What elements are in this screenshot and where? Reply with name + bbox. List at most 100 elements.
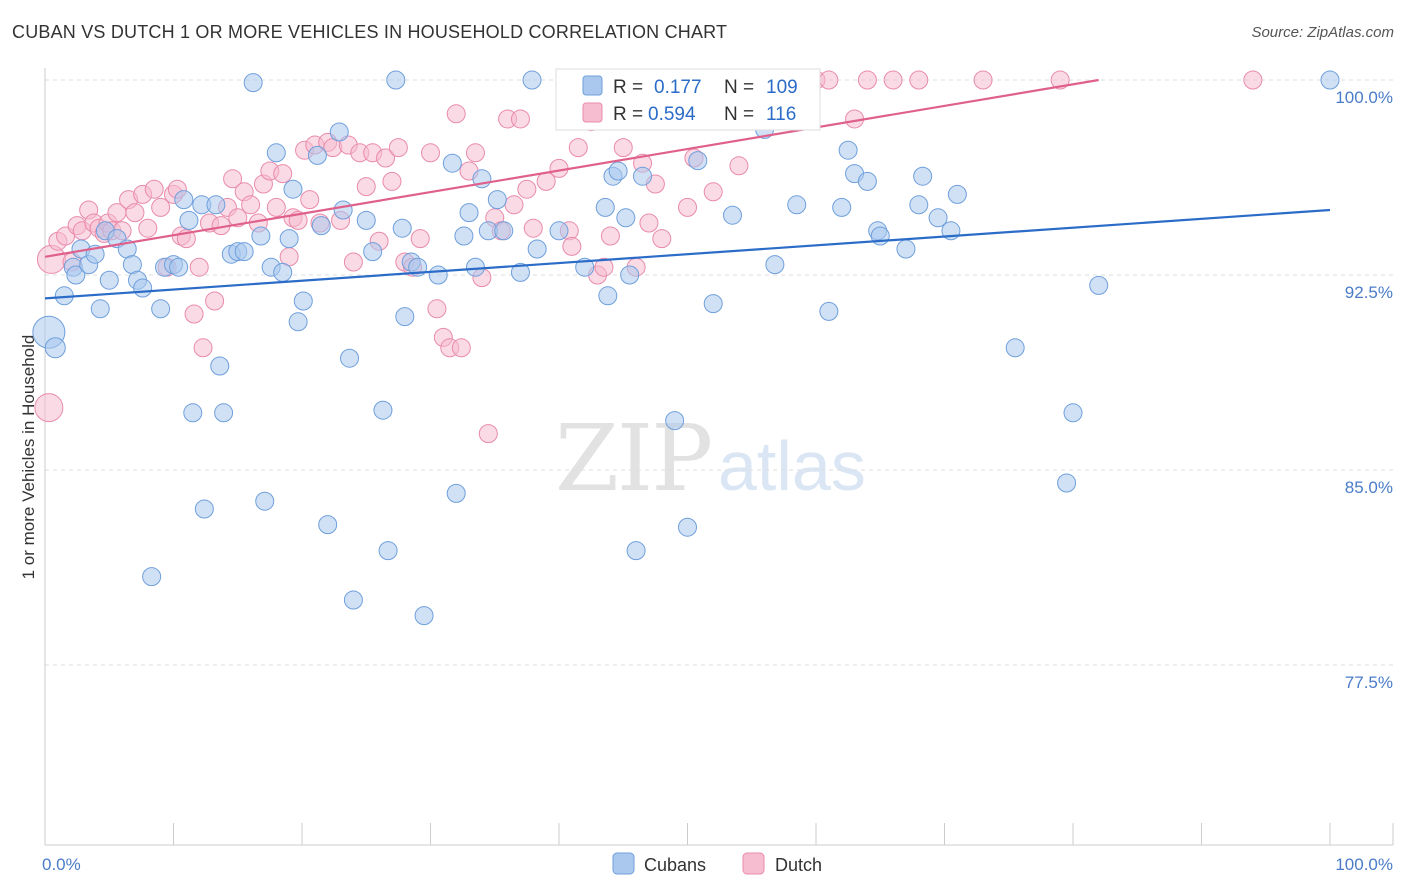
legend-cubans-n-label: N = xyxy=(724,77,754,98)
cuban-point xyxy=(832,197,852,217)
cuban-point xyxy=(487,190,507,210)
cuban-point xyxy=(151,299,171,319)
dutch-point xyxy=(356,177,376,197)
dutch-point xyxy=(883,70,903,90)
cuban-point xyxy=(608,161,628,181)
dutch-point xyxy=(382,171,402,191)
dutch-point xyxy=(819,70,839,90)
dutch-point xyxy=(678,197,697,217)
cuban-point xyxy=(378,541,398,561)
cuban-point xyxy=(318,515,338,535)
trend-lines xyxy=(44,78,1331,300)
series-legend-swatch-cubans xyxy=(612,852,635,875)
cuban-point xyxy=(1057,473,1077,493)
cuban-point xyxy=(1089,275,1109,295)
cuban-point xyxy=(210,356,230,376)
cuban-point xyxy=(206,195,226,215)
dutch-point xyxy=(523,218,543,238)
dutch-point xyxy=(205,291,225,311)
cuban-point xyxy=(575,257,595,277)
cuban-point xyxy=(626,541,646,561)
y-tick-label: 92.5% xyxy=(1345,283,1393,302)
cuban-point xyxy=(722,205,742,225)
dutch-point xyxy=(639,213,659,233)
legend-cubans-n-value: 109 xyxy=(766,77,798,98)
stats-legend: R = 0.177 N = 109 R = 0.594 N = 116 xyxy=(555,68,821,131)
dutch-point xyxy=(300,190,320,210)
cuban-point xyxy=(66,265,86,285)
dutch-point xyxy=(517,179,537,199)
cuban-point xyxy=(909,195,929,215)
dutch-point xyxy=(266,197,286,217)
cuban-point xyxy=(527,239,547,259)
cuban-point xyxy=(838,140,858,160)
dutch-point xyxy=(568,138,588,158)
cuban-point xyxy=(183,403,203,423)
legend-dutch-r-label: R = xyxy=(613,104,643,125)
cuban-point xyxy=(283,179,303,199)
gridlines xyxy=(45,79,1393,666)
dutch-point xyxy=(151,197,171,217)
cuban-point xyxy=(356,210,376,230)
dutch-point xyxy=(857,70,877,90)
cuban-point xyxy=(819,301,839,321)
watermark-zip: ZIP xyxy=(555,405,711,512)
x-tick-label: 0.0% xyxy=(42,855,81,874)
cuban-point xyxy=(90,299,110,319)
dutch-point xyxy=(510,109,530,129)
cuban-point xyxy=(787,195,807,215)
cuban-point xyxy=(688,151,708,171)
cuban-point xyxy=(273,262,293,282)
x-tick-label: 100.0% xyxy=(1335,855,1393,874)
cuban-point xyxy=(169,257,189,277)
dutch-point xyxy=(1243,70,1263,90)
x-tick-labels: 0.0% 100.0% xyxy=(42,855,1393,874)
cuban-point xyxy=(340,348,360,368)
cuban-point xyxy=(333,200,353,220)
dutch-point xyxy=(189,257,209,277)
legend-swatch-dutch xyxy=(582,102,603,123)
cuban-point xyxy=(494,221,514,241)
dutch-point xyxy=(388,138,408,158)
dutch-point xyxy=(376,148,396,168)
cuban-point xyxy=(665,411,685,431)
cubans-trend-line xyxy=(44,208,1331,300)
legend-dutch-n-value: 116 xyxy=(766,104,796,125)
cuban-point xyxy=(251,226,271,246)
dutch-point xyxy=(421,143,440,163)
source-label: Source: ZipAtlas.com xyxy=(1251,24,1394,41)
cuban-point xyxy=(329,122,349,142)
legend-cubans-r-label: R = xyxy=(613,77,643,98)
y-tick-label: 85.0% xyxy=(1345,478,1393,497)
cuban-point xyxy=(620,265,640,285)
cuban-point xyxy=(414,606,434,626)
cuban-point xyxy=(343,590,363,610)
y-tick-label: 100.0% xyxy=(1335,88,1393,107)
dutch-point xyxy=(1050,70,1070,90)
cuban-point xyxy=(395,307,415,327)
cuban-point xyxy=(947,184,967,204)
cuban-point xyxy=(373,400,393,420)
cuban-point xyxy=(288,312,308,332)
cuban-point xyxy=(896,239,916,259)
cuban-point xyxy=(765,255,785,275)
dutch-point xyxy=(729,156,749,176)
dutch-point xyxy=(138,218,158,238)
dutch-point xyxy=(144,179,164,199)
dutch-point xyxy=(451,338,471,358)
cuban-point xyxy=(522,70,542,90)
cuban-point xyxy=(598,286,618,306)
cuban-point xyxy=(428,265,448,285)
watermark-atlas: atlas xyxy=(718,427,866,505)
chart-title: CUBAN VS DUTCH 1 OR MORE VEHICLES IN HOU… xyxy=(12,22,728,42)
dutch-point xyxy=(600,226,620,246)
cuban-point xyxy=(1320,70,1340,90)
series-legend-cubans: Cubans xyxy=(644,855,706,875)
dutch-point xyxy=(241,195,261,215)
series-legend-dutch: Dutch xyxy=(775,855,822,875)
dutch-point xyxy=(562,236,582,256)
cuban-point xyxy=(549,221,569,241)
dutch-point xyxy=(427,299,447,319)
dutch-point xyxy=(504,195,524,215)
